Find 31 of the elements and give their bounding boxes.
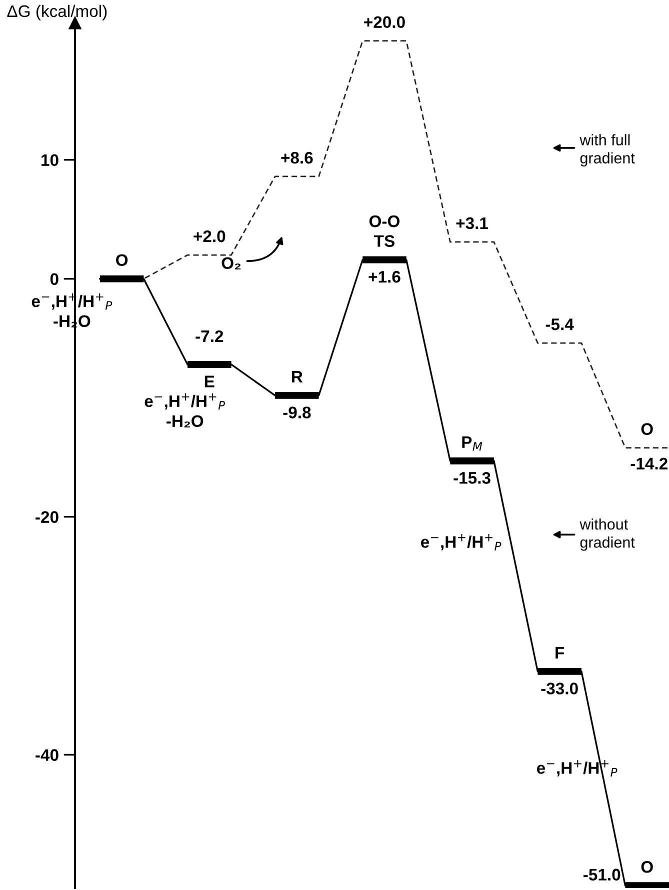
annotation: e$^{−}$,H$^{+}$/H$^{+}$$_{P}$ — [536, 760, 618, 776]
annotation: O-O TS — [369, 215, 400, 247]
data-label: -9.8 — [283, 406, 311, 418]
annotation: F — [556, 647, 564, 658]
y-tick-label: 10 — [42, 154, 58, 166]
data-label: +1.6 — [368, 270, 400, 283]
annotation: E — [204, 376, 214, 388]
annotation: with full gradient — [580, 134, 635, 166]
y-axis-title: ΔG (kcal/mol) — [7, 4, 107, 20]
text: e$^{−}$,H$^{+}$/H$^{+}$$_{P}$ -H₂O — [144, 393, 226, 428]
y-tick-label: -40 — [36, 749, 58, 761]
annotation: P$_{M}$ — [462, 436, 482, 451]
data-label: +8.6 — [281, 152, 313, 164]
data-label: -14.2 — [630, 458, 668, 470]
data-label: -7.2 — [196, 330, 224, 342]
annotation: O — [641, 861, 653, 873]
annotation: e$^{−}$,H$^{+}$/H$^{+}$$_{P}$ — [420, 534, 502, 550]
annotation: O — [641, 423, 653, 435]
data-label: -15.3 — [454, 472, 490, 484]
annotation: O — [116, 254, 128, 266]
y-tick-label: 0 — [50, 273, 58, 286]
annotation: R — [292, 370, 303, 382]
data-label: -51.0 — [584, 868, 620, 881]
data-label: +2.0 — [194, 230, 226, 242]
annotation: without gradient — [580, 518, 635, 551]
data-label: -5.4 — [546, 318, 574, 330]
data-label: -33.0 — [541, 682, 578, 694]
data-label: +3.1 — [456, 217, 488, 230]
data-label: +20.0 — [364, 16, 405, 28]
annotation: O₂ — [222, 257, 241, 270]
y-tick-label: -20 — [36, 511, 58, 523]
